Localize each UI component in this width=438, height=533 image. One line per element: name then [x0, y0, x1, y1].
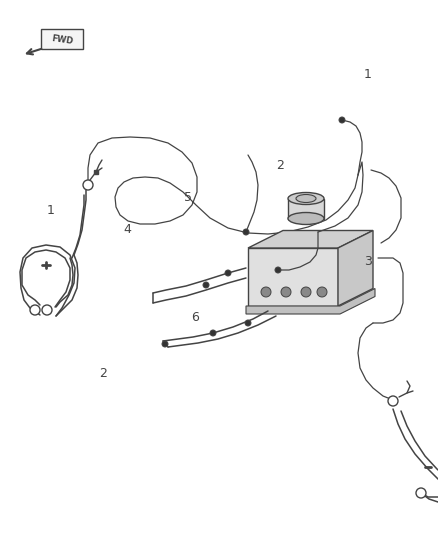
Circle shape [281, 287, 291, 297]
FancyBboxPatch shape [41, 29, 83, 49]
Ellipse shape [288, 192, 324, 205]
Circle shape [275, 267, 281, 273]
Ellipse shape [296, 195, 316, 203]
Text: FWD: FWD [50, 34, 74, 46]
Polygon shape [248, 248, 338, 306]
Circle shape [245, 320, 251, 326]
Circle shape [261, 287, 271, 297]
Circle shape [42, 305, 52, 315]
Text: 1: 1 [46, 204, 54, 217]
Polygon shape [246, 288, 375, 314]
Circle shape [388, 396, 398, 406]
Polygon shape [288, 198, 324, 219]
Text: 5: 5 [184, 191, 192, 204]
Circle shape [301, 287, 311, 297]
Circle shape [30, 305, 40, 315]
Circle shape [203, 282, 209, 288]
Text: 2: 2 [276, 159, 284, 172]
Circle shape [225, 270, 231, 276]
Circle shape [416, 488, 426, 498]
Circle shape [162, 341, 168, 347]
Circle shape [317, 287, 327, 297]
Text: 3: 3 [364, 255, 372, 268]
Text: 4: 4 [123, 223, 131, 236]
Circle shape [243, 229, 249, 235]
Text: 6: 6 [191, 311, 199, 324]
Circle shape [83, 180, 93, 190]
Ellipse shape [288, 213, 324, 224]
Polygon shape [248, 230, 373, 248]
Text: 2: 2 [99, 367, 107, 379]
Circle shape [339, 117, 345, 123]
Circle shape [210, 330, 216, 336]
Polygon shape [338, 230, 373, 306]
Text: 1: 1 [364, 68, 372, 81]
